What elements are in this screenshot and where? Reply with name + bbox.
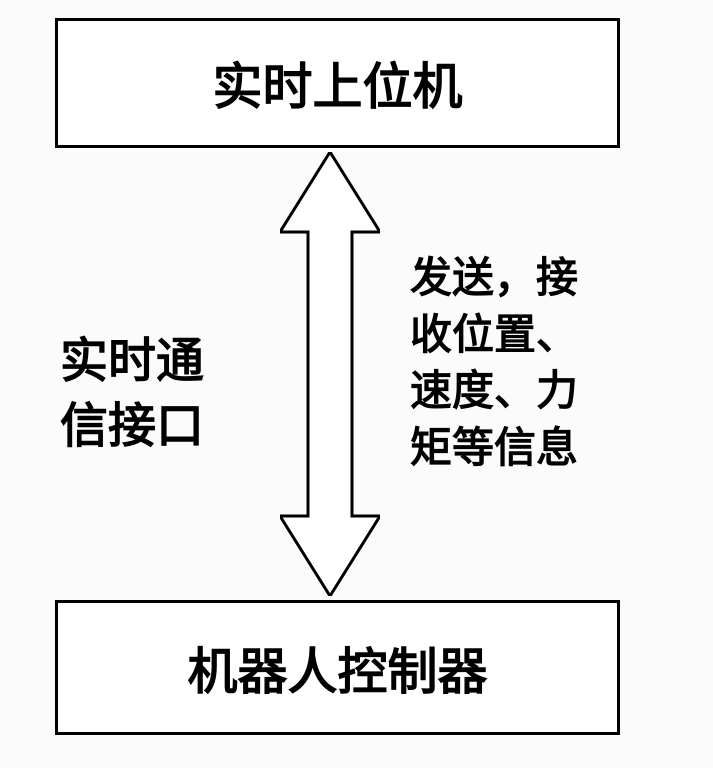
left-label-line2: 信接口 bbox=[60, 395, 235, 460]
top-node-box: 实时上位机 bbox=[55, 18, 620, 148]
double-arrow-icon bbox=[280, 152, 380, 596]
right-label-line3: 速度、力 bbox=[410, 363, 620, 420]
right-label-line4: 矩等信息 bbox=[410, 420, 620, 477]
left-label-line1: 实时通 bbox=[60, 330, 235, 395]
bottom-node-label: 机器人控制器 bbox=[188, 632, 488, 704]
right-label-line1: 发送，接 bbox=[410, 250, 620, 307]
right-label-line2: 收位置、 bbox=[410, 307, 620, 364]
right-side-label: 发送，接 收位置、 速度、力 矩等信息 bbox=[410, 250, 620, 477]
bidirectional-arrow bbox=[280, 152, 380, 596]
left-side-label: 实时通 信接口 bbox=[60, 330, 235, 460]
top-node-label: 实时上位机 bbox=[213, 47, 463, 119]
bottom-node-box: 机器人控制器 bbox=[55, 600, 620, 735]
